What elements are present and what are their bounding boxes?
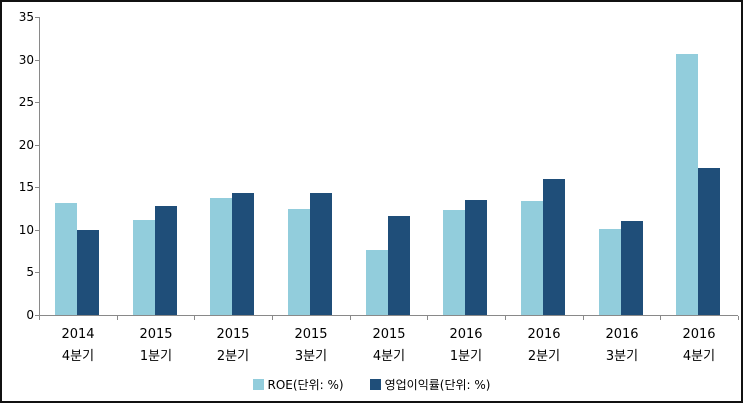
bar-operating-margin: [465, 200, 487, 315]
y-tick-label: 30: [18, 52, 34, 67]
y-tick-label: 25: [18, 95, 34, 110]
bar-roe: [443, 210, 465, 315]
y-axis-line: [39, 17, 40, 316]
y-tick-mark: [35, 17, 39, 18]
category-quarter: 1분기: [139, 349, 173, 364]
bar-roe: [288, 209, 310, 315]
y-tick-mark: [35, 102, 39, 104]
x-axis-line: [39, 315, 738, 316]
category-quarter: 3분기: [605, 349, 639, 364]
bar-operating-margin: [388, 216, 410, 315]
bar-operating-margin: [543, 179, 565, 315]
y-tick-mark: [35, 229, 39, 231]
y-tick-label: 5: [26, 265, 34, 280]
x-tick-mark: [738, 316, 739, 320]
y-tick-label: 35: [18, 10, 34, 24]
y-tick-mark: [35, 187, 39, 189]
category-label: 2015 2분기: [198, 324, 268, 368]
bar-operating-margin: [155, 206, 177, 315]
bar-operating-margin: [621, 221, 643, 315]
category-label: 2015 3분기: [276, 324, 346, 368]
x-tick-mark: [194, 316, 195, 320]
bar-operating-margin: [310, 193, 332, 315]
y-tick-label: 0: [26, 308, 34, 322]
y-tick-label: 15: [18, 180, 34, 195]
y-tick-label: 10: [18, 222, 34, 237]
x-tick-mark: [660, 316, 661, 320]
category-label: 2015 1분기: [121, 324, 191, 368]
bar-operating-margin: [77, 230, 99, 315]
bar-operating-margin: [698, 168, 720, 315]
bar-roe: [676, 54, 698, 315]
bar-roe: [366, 250, 388, 315]
y-tick-mark: [35, 315, 39, 316]
category-year: 2014: [61, 327, 95, 342]
legend-swatch-roe: [252, 379, 264, 390]
category-quarter: 4분기: [372, 349, 406, 364]
category-label: 2015 4분기: [354, 324, 424, 368]
x-tick-mark: [272, 316, 273, 320]
bar-roe: [210, 198, 232, 315]
category-quarter: 4분기: [61, 349, 95, 364]
y-tick-mark: [35, 144, 39, 146]
bar-roe: [599, 229, 621, 315]
category-year: 2015: [216, 327, 250, 342]
bar-roe: [521, 201, 543, 315]
category-quarter: 4분기: [682, 349, 716, 364]
category-quarter: 1분기: [449, 349, 483, 364]
category-label: 2016 4분기: [664, 324, 734, 368]
category-label: 2016 1분기: [431, 324, 501, 368]
category-label: 2014 4분기: [43, 324, 113, 368]
legend-label-roe: ROE(단위: %): [267, 378, 344, 392]
bar-roe: [133, 220, 155, 315]
x-tick-mark: [350, 316, 351, 320]
category-quarter: 2분기: [216, 349, 250, 364]
legend-item-operating-margin: 영업이익률(단위: %): [369, 376, 491, 393]
legend-item-roe: ROE(단위: %): [252, 376, 344, 393]
legend: ROE(단위: %) 영업이익률(단위: %): [2, 376, 741, 393]
category-quarter: 3분기: [294, 349, 328, 364]
category-label: 2016 3분기: [587, 324, 657, 368]
category-year: 2016: [682, 327, 716, 342]
category-year: 2016: [605, 327, 639, 342]
legend-swatch-operating-margin: [369, 379, 381, 390]
y-tick-mark: [35, 59, 39, 61]
x-tick-mark: [39, 316, 40, 320]
y-tick-mark: [35, 272, 39, 274]
category-quarter: 2분기: [527, 349, 561, 364]
bar-operating-margin: [232, 193, 254, 315]
x-tick-mark: [583, 316, 584, 320]
category-year: 2015: [139, 327, 173, 342]
category-year: 2016: [527, 327, 561, 342]
x-tick-mark: [427, 316, 428, 320]
x-tick-mark: [505, 316, 506, 320]
x-tick-mark: [117, 316, 118, 320]
legend-label-operating-margin: 영업이익률(단위: %): [384, 378, 491, 392]
category-label: 2016 2분기: [509, 324, 579, 368]
category-year: 2015: [294, 327, 328, 342]
y-tick-label: 20: [18, 137, 34, 152]
bar-roe: [55, 203, 77, 315]
category-year: 2016: [449, 327, 483, 342]
category-year: 2015: [372, 327, 406, 342]
